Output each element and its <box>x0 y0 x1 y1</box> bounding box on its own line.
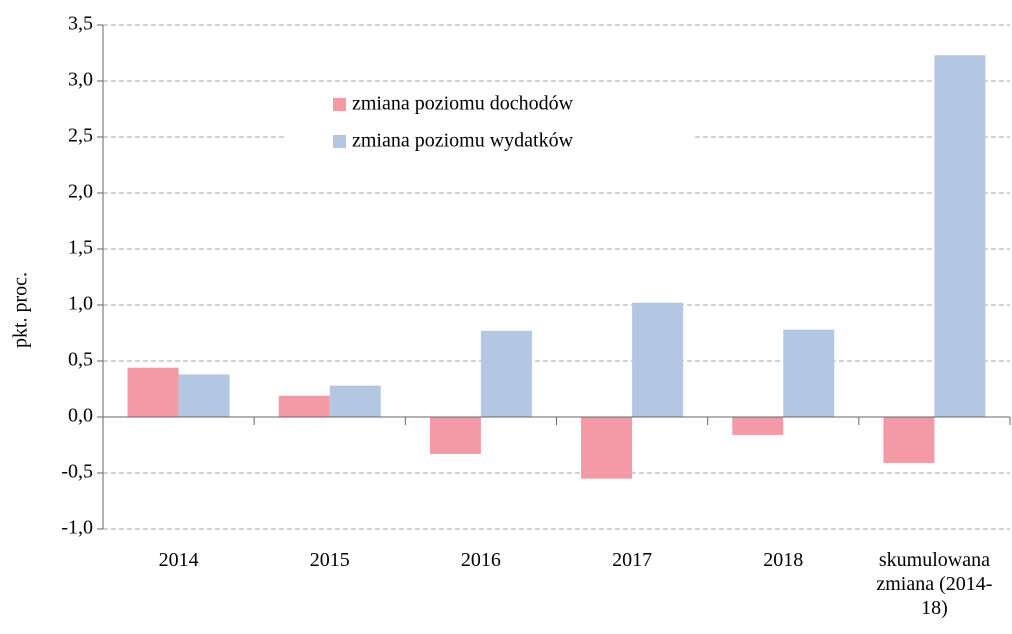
legend-swatch <box>333 135 346 148</box>
bar <box>178 374 230 417</box>
bar <box>329 385 381 417</box>
bar <box>934 55 986 418</box>
bar <box>278 395 330 417</box>
y-tick-label: 0,5 <box>68 349 93 371</box>
bar <box>581 417 633 479</box>
x-tick-label: 2014 <box>158 549 199 571</box>
y-axis-label: pkt. proc. <box>10 272 32 348</box>
bar <box>429 417 481 454</box>
bar <box>632 302 684 417</box>
y-tick-label: 2,0 <box>68 181 93 203</box>
y-tick-label: -1,0 <box>61 517 93 539</box>
x-tick-label: 2018 <box>763 549 804 571</box>
y-tick-label: 1,5 <box>68 237 93 259</box>
y-tick-label: -0,5 <box>61 461 93 483</box>
bar <box>732 417 784 435</box>
y-tick-label: 3,5 <box>68 13 93 35</box>
legend-label: zmiana poziomu wydatków <box>352 130 574 152</box>
y-tick-label: 3,0 <box>68 69 93 91</box>
y-tick-label: 1,0 <box>68 293 93 315</box>
bar <box>883 417 935 463</box>
bar <box>783 329 835 417</box>
x-tick-label: skumulowana zmiana (2014-18) <box>876 549 993 619</box>
legend-box <box>285 88 695 160</box>
y-tick-label: 2,5 <box>68 125 93 147</box>
x-tick-label: 2017 <box>612 549 653 571</box>
bar <box>127 367 179 417</box>
bar <box>480 330 532 417</box>
y-tick-label: 0,0 <box>68 405 93 427</box>
x-tick-label: 2016 <box>460 549 501 571</box>
legend-swatch <box>333 98 346 111</box>
x-tick-label: 2015 <box>309 549 350 571</box>
legend-label: zmiana poziomu dochodów <box>352 93 574 115</box>
